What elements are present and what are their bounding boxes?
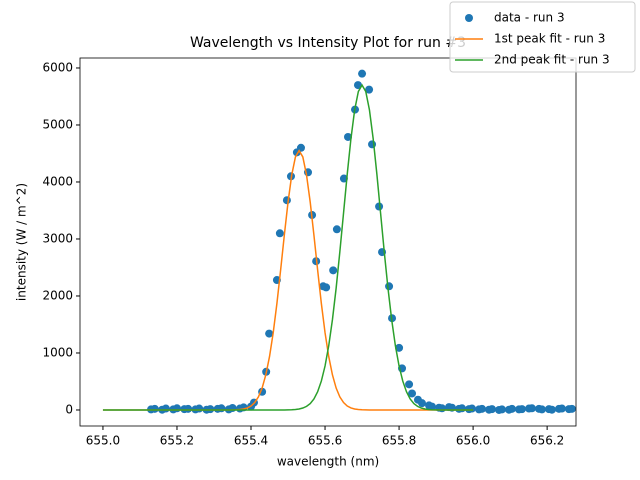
x-tick-label: 656.2 xyxy=(530,434,564,448)
data-point xyxy=(567,404,576,413)
x-tick-label: 655.4 xyxy=(234,434,268,448)
data-point xyxy=(358,69,367,78)
data-point xyxy=(457,404,466,413)
data-point xyxy=(428,402,437,411)
data-point xyxy=(517,405,526,414)
data-point xyxy=(477,404,486,413)
data-point xyxy=(375,202,384,211)
x-tick-label: 655.0 xyxy=(86,434,120,448)
data-point xyxy=(353,81,362,90)
data-point xyxy=(343,132,352,141)
legend-label: 2nd peak fit - run 3 xyxy=(494,53,610,67)
data-point xyxy=(365,85,374,94)
data-point xyxy=(161,404,170,413)
data-point xyxy=(150,404,159,413)
x-tick-label: 655.6 xyxy=(308,434,342,448)
data-point xyxy=(547,405,556,414)
chart-title: Wavelength vs Intensity Plot for run #3 xyxy=(190,35,466,51)
data-point xyxy=(184,404,193,413)
y-tick-label: 2000 xyxy=(42,288,73,302)
data-point xyxy=(395,343,404,352)
data-point xyxy=(497,405,506,414)
data-point xyxy=(408,389,417,398)
legend-marker xyxy=(465,14,473,22)
data-point xyxy=(438,404,447,413)
y-tick-label: 1000 xyxy=(42,345,73,359)
data-point xyxy=(405,380,414,389)
plot-frame xyxy=(79,57,577,427)
y-tick-label: 5000 xyxy=(42,117,73,131)
legend: data - run 3 1st peak fit - run 3 2nd peak… xyxy=(449,1,636,73)
y-tick-label: 4000 xyxy=(42,174,73,188)
data-point xyxy=(172,404,181,413)
data-point xyxy=(332,225,341,234)
y-axis-label: intensity (W / m^2) xyxy=(15,183,29,301)
data-point xyxy=(385,282,394,291)
data-point xyxy=(296,143,305,152)
data-point xyxy=(527,404,536,413)
data-point xyxy=(322,283,331,292)
data-point xyxy=(537,405,546,414)
data-point xyxy=(195,404,204,413)
data-point xyxy=(275,229,284,238)
data-point xyxy=(217,404,226,413)
data-point xyxy=(228,403,237,412)
data-point xyxy=(467,404,476,413)
data-point xyxy=(368,140,377,149)
data-point xyxy=(418,399,427,408)
legend-label: 1st peak fit - run 3 xyxy=(494,32,605,46)
x-tick-label: 655.8 xyxy=(382,434,416,448)
data-point xyxy=(329,266,338,275)
data-point xyxy=(265,329,274,338)
data-point xyxy=(206,405,215,414)
data-point xyxy=(487,405,496,414)
data-point xyxy=(557,404,566,413)
y-tick-label: 6000 xyxy=(42,60,73,74)
y-tick-label: 0 xyxy=(65,402,73,416)
legend-box xyxy=(449,1,636,73)
legend-label: data - run 3 xyxy=(494,11,565,25)
fit-line xyxy=(102,83,474,411)
x-tick-label: 656.0 xyxy=(456,434,490,448)
data-point xyxy=(282,196,291,205)
y-tick-label: 3000 xyxy=(42,231,73,245)
x-tick-label: 655.2 xyxy=(160,434,194,448)
data-point xyxy=(507,404,516,413)
x-axis-label: wavelength (nm) xyxy=(277,455,379,469)
fit-line xyxy=(102,149,474,411)
